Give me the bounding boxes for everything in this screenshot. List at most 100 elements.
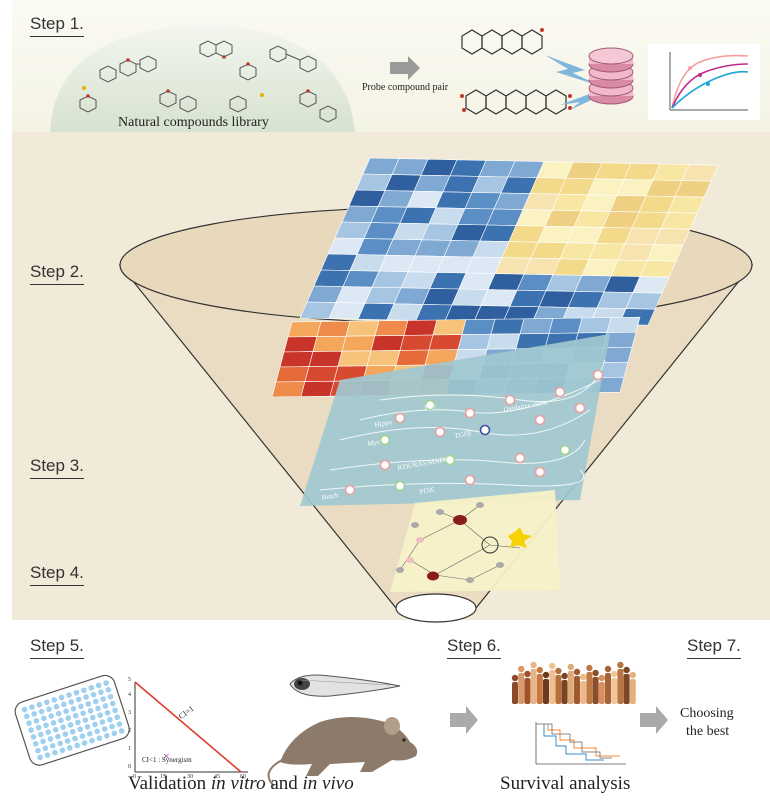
ci-ytick-0: 0 — [128, 764, 131, 770]
person-head — [530, 661, 537, 669]
plate-well — [70, 705, 77, 712]
choosing-best-label-line1: Choosing — [680, 706, 734, 721]
plate-well — [58, 717, 64, 724]
plate-well — [90, 691, 97, 698]
person-body — [611, 678, 618, 704]
person-body — [512, 682, 518, 704]
plate-well — [104, 732, 110, 739]
plate-well — [79, 733, 86, 739]
pathway-node — [514, 452, 526, 464]
plate-well — [26, 720, 32, 727]
pathway-node — [394, 412, 406, 424]
pathway-node — [424, 399, 436, 411]
plate-well — [62, 731, 69, 737]
person-head — [617, 661, 624, 669]
plate-well — [42, 745, 49, 752]
combination-index-chart: × — [134, 681, 248, 773]
heatmap-cell — [308, 350, 343, 367]
ci-xtick-15: 15 — [160, 774, 166, 780]
plate-well — [66, 692, 72, 698]
plate-well — [72, 712, 79, 719]
heatmap-cell — [457, 333, 492, 350]
plate-well — [63, 708, 69, 714]
person-head — [511, 674, 519, 682]
plate-well — [94, 728, 101, 735]
plate-well — [31, 711, 37, 717]
plate-well — [92, 698, 99, 705]
pathway-label-p53: P53 — [424, 402, 437, 412]
validation-label: Validation in vitro and in vivo — [128, 773, 354, 795]
plate-well — [80, 710, 86, 717]
person-head — [586, 664, 593, 672]
plate-well — [35, 724, 42, 731]
person-body — [580, 681, 587, 704]
plate-well — [116, 721, 123, 727]
plate-well — [81, 687, 87, 694]
plate-well — [99, 719, 106, 725]
plate-well — [21, 706, 28, 713]
person-head — [592, 669, 599, 677]
person-body — [530, 669, 537, 704]
plate-well — [114, 714, 121, 721]
heatmap-cell — [606, 316, 641, 333]
arrow-step6-to-7 — [640, 706, 668, 734]
pathway-node — [379, 434, 391, 446]
heatmap-cell — [577, 317, 612, 334]
plate-well — [50, 720, 57, 726]
plate-well — [77, 726, 83, 733]
step-3-label: Step 3. — [30, 456, 84, 479]
plate-well — [82, 717, 89, 723]
plate-well — [65, 715, 72, 721]
pathway-label-pi3k: PI3K — [419, 486, 435, 496]
plate-well — [23, 713, 30, 720]
plate-well — [102, 703, 109, 709]
person-body — [567, 671, 574, 704]
ci-line — [134, 681, 242, 773]
heatmap-cell — [283, 336, 318, 353]
heatmap-cell — [271, 381, 306, 398]
molecule-atoms-yellow — [82, 86, 264, 97]
heatmap-cell — [428, 334, 463, 351]
plate-well — [58, 694, 65, 701]
heatmap-cell — [399, 334, 434, 351]
person-body — [536, 674, 543, 704]
heatmap-cell — [366, 350, 401, 367]
choosing-best-label-line2: the best — [686, 724, 730, 739]
person-body — [561, 680, 568, 704]
heatmap-cell — [490, 318, 525, 335]
plate-well — [95, 682, 102, 689]
plate-well — [51, 697, 58, 703]
pathway-node — [464, 407, 476, 419]
probe-compound-structures — [461, 29, 567, 115]
plate-well — [110, 700, 116, 707]
plate-well — [74, 742, 81, 749]
plate-well — [53, 703, 60, 710]
pathway-node — [479, 424, 491, 436]
plate-well — [41, 715, 47, 722]
step-7-label: Step 7. — [687, 636, 741, 659]
survival-curve-plot — [526, 718, 630, 770]
plate-well — [59, 747, 66, 754]
plate-well — [49, 743, 56, 749]
person-head — [536, 666, 543, 674]
person-body — [629, 679, 636, 704]
highlight-star-icon — [508, 527, 532, 548]
plate-well — [87, 730, 93, 737]
plate-well — [45, 729, 52, 735]
person-body — [598, 682, 605, 704]
plate-well — [43, 722, 49, 729]
pathway-node — [394, 480, 406, 492]
plate-well — [28, 727, 35, 733]
pathway-node — [434, 426, 446, 438]
plate-well — [107, 716, 113, 723]
cell-culture-dish-icon — [588, 47, 634, 105]
ci-ytick-5: 5 — [128, 677, 131, 683]
plate-well — [61, 701, 67, 708]
plate-well — [81, 740, 88, 746]
plate-well — [33, 718, 40, 724]
ci-xtick-45: 45 — [214, 774, 220, 780]
probe-pair-label: Probe compound pair — [362, 82, 449, 93]
validation-in-vivo: in vivo — [302, 773, 354, 794]
pathway-label-tgfb: TGFβ — [454, 429, 472, 440]
